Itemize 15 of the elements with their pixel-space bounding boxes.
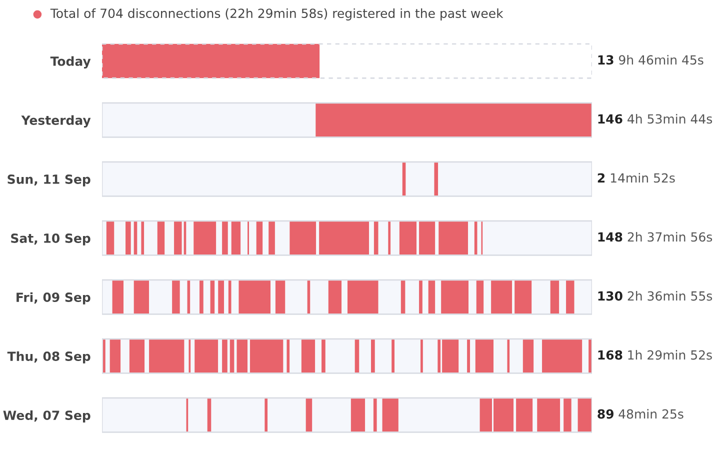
y-tick-label: Sun, 11 Sep [8,174,90,186]
text: 168 1h 29min 52s [598,350,712,360]
y-tick-label: Fri, 09 Sep [16,292,90,304]
y-tick-label: Wed, 07 Sep [3,410,90,422]
text: 130 2h 36min 55s [598,291,712,301]
y-tick-label: Yesterday [21,115,91,128]
y-tick-label: Thu, 08 Sep [7,351,90,364]
chart-title: Total of 704 disconnections (22h 29min 58s) registered in the past week [50,8,504,20]
text: 148 2h 37min 56s [598,232,712,242]
y-tick-label: Today [50,56,91,68]
y-tick-label: Sat, 10 Sep [11,234,90,246]
text: 13 9h 46min 45s [598,54,704,65]
text: 146 4h 53min 44s [598,114,712,124]
text: 89 48min 25s [598,409,684,419]
text: 2 14min 52s [598,172,675,183]
